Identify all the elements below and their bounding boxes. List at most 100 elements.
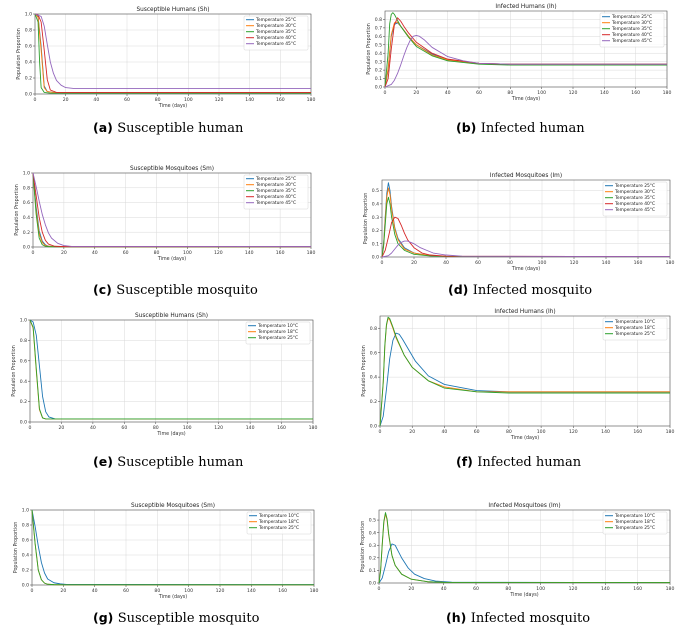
- x-axis-label: Time (days): [158, 103, 187, 109]
- panel-caption: (c) Susceptible mosquito: [93, 282, 258, 298]
- y-axis-label: Population Proportion: [16, 28, 22, 79]
- x-tick-label: 100: [183, 250, 192, 256]
- plot-frame: [379, 315, 671, 427]
- x-tick-label: 100: [536, 586, 545, 592]
- caption-text: Infected human: [477, 455, 581, 470]
- legend-box: [246, 511, 312, 535]
- x-tick-label: 40: [441, 586, 447, 592]
- legend-label: Temperature 35°C: [611, 26, 652, 32]
- y-tick-label: 0.1: [369, 568, 376, 574]
- chart-panel-e: Susceptible Humans (Sh) 0 20 40 60 80 100 120 14…: [11, 313, 317, 470]
- y-tick-label: 0.5: [375, 42, 382, 48]
- y-tick-label: 0.4: [22, 553, 29, 559]
- y-tick-label: 0.2: [20, 399, 27, 405]
- chart-title: Infected Humans (Ih): [495, 4, 556, 10]
- x-tick-label: 100: [537, 90, 546, 96]
- y-tick-label: 0.4: [20, 379, 27, 385]
- legend-label: Temperature 25°C: [611, 14, 652, 20]
- legend-label: Temperature 45°C: [255, 41, 296, 47]
- y-tick-label: 0.0: [20, 420, 27, 426]
- x-tick-label: 160: [278, 588, 287, 594]
- x-tick-label: 60: [121, 425, 127, 431]
- x-tick-label: 0: [34, 97, 37, 103]
- y-axis-label: Population Proportion: [13, 522, 19, 573]
- y-tick-label: 0.5: [372, 188, 379, 194]
- y-axis-label: Population Proportion: [14, 184, 20, 235]
- x-tick-label: 140: [245, 97, 254, 103]
- x-axis-label: Time (days): [158, 594, 187, 600]
- legend-label: Temperature 18°C: [614, 519, 655, 525]
- x-tick-label: 40: [93, 97, 99, 103]
- y-tick-label: 1.0: [22, 508, 29, 514]
- chart-title: Susceptible Humans (Sh): [135, 313, 208, 319]
- panel-caption: (e) Susceptible human: [93, 454, 244, 470]
- x-tick-label: 160: [276, 250, 285, 256]
- y-tick-label: 0.0: [23, 245, 30, 251]
- x-tick-label: 0: [378, 586, 381, 592]
- y-axis-label: Population Proportion: [360, 521, 366, 572]
- legend-label: Temperature 25°C: [255, 17, 296, 23]
- legend-label: Temperature 30°C: [255, 182, 296, 188]
- x-tick-label: 60: [473, 586, 479, 592]
- x-axis-label: Time (days): [511, 266, 540, 272]
- legend-label: Temperature 25°C: [255, 176, 296, 182]
- x-tick-label: 60: [124, 97, 130, 103]
- x-tick-label: 40: [443, 260, 449, 266]
- legend-box: [602, 181, 668, 217]
- x-tick-label: 20: [409, 429, 415, 435]
- legend-label: Temperature 18°C: [257, 329, 298, 335]
- y-tick-label: 0.6: [375, 34, 382, 40]
- chart-title: Infected Mosquitoes (Im): [488, 503, 560, 509]
- x-tick-label: 160: [277, 425, 286, 431]
- y-tick-label: 0.4: [25, 60, 32, 66]
- chart-title: Infected Humans (Ih): [494, 309, 555, 315]
- chart-panel-d: Infected Mosquitoes (Im) 0 20 40 60 80 100 120 1…: [363, 173, 674, 298]
- series-line-5: [32, 172, 312, 248]
- series-line-3: [378, 512, 671, 584]
- legend-label: Temperature 45°C: [255, 200, 296, 206]
- y-tick-label: 0.6: [20, 358, 27, 364]
- y-tick-label: 0.0: [22, 583, 29, 589]
- x-tick-label: 0: [32, 250, 35, 256]
- x-tick-label: 120: [214, 425, 223, 431]
- x-tick-label: 40: [442, 429, 448, 435]
- y-tick-label: 0.6: [22, 538, 29, 544]
- y-tick-label: 0.0: [372, 255, 379, 261]
- plot-frame: [29, 319, 314, 423]
- y-tick-label: 0.3: [369, 543, 376, 549]
- y-tick-label: 0.2: [23, 230, 30, 236]
- y-tick-label: 0.2: [25, 76, 32, 82]
- x-tick-label: 40: [92, 588, 98, 594]
- x-tick-label: 180: [310, 588, 319, 594]
- chart-panel-g: Susceptible Mosquitoes (Sm) 0 20 40 60 80 100 1…: [13, 503, 318, 626]
- x-tick-label: 100: [537, 429, 546, 435]
- series-line-5: [384, 35, 667, 88]
- x-axis-label: Time (days): [509, 592, 538, 598]
- y-tick-label: 1.0: [25, 12, 32, 18]
- legend-label: Temperature 35°C: [614, 195, 655, 201]
- y-tick-label: 0.3: [372, 215, 379, 221]
- legend-label: Temperature 40°C: [614, 201, 655, 207]
- y-tick-label: 0.8: [22, 523, 29, 529]
- x-tick-label: 40: [445, 90, 451, 96]
- x-tick-label: 20: [61, 250, 67, 256]
- series-line-3: [29, 319, 313, 420]
- x-tick-label: 80: [155, 97, 161, 103]
- x-tick-label: 100: [538, 260, 547, 266]
- y-tick-label: 0.1: [372, 241, 379, 247]
- series-line-3: [379, 316, 670, 427]
- x-tick-label: 0: [381, 260, 384, 266]
- legend-label: Temperature 35°C: [255, 188, 296, 194]
- y-tick-label: 0.4: [375, 51, 382, 57]
- x-tick-label: 160: [633, 429, 642, 435]
- x-tick-label: 20: [60, 588, 66, 594]
- caption-text: Susceptible human: [117, 455, 244, 470]
- x-tick-label: 120: [569, 586, 578, 592]
- caption-text: Susceptible mosquito: [118, 611, 260, 626]
- x-tick-label: 0: [384, 90, 387, 96]
- y-tick-label: 0.2: [22, 568, 29, 574]
- y-tick-label: 0.5: [369, 518, 376, 524]
- series-line-3: [384, 12, 667, 88]
